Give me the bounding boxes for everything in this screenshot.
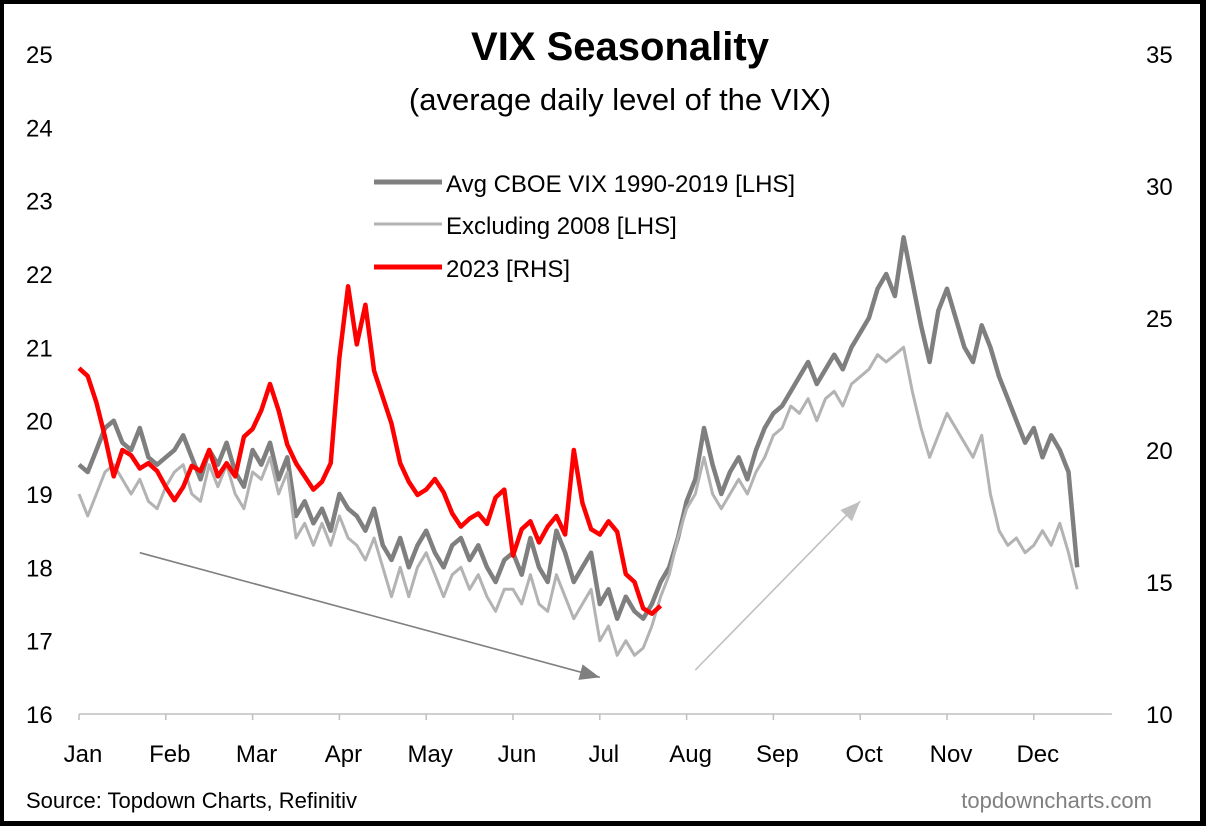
x-tick-label: Feb (149, 741, 190, 768)
y-right-tick-label: 10 (1146, 702, 1173, 729)
series-line-2023 (77, 284, 663, 616)
legend-label-ex2008: Excluding 2008 [LHS] (446, 213, 677, 240)
x-tick-label: Oct (846, 741, 884, 768)
series-line-avg-vix (77, 235, 1080, 621)
axes: Jan Feb Mar Apr May Jun Jul Aug Sep Oct Nov Dec 16 17… (26, 42, 1173, 768)
y-right-tick-label: 15 (1146, 570, 1173, 597)
x-tick-label: Dec (1016, 741, 1059, 768)
source-note: Source: Topdown Charts, Refinitiv (26, 788, 357, 813)
y-right-tick-label: 25 (1146, 306, 1173, 333)
legend-label-avg: Avg CBOE VIX 1990-2019 [LHS] (446, 171, 795, 198)
x-tick-label: May (408, 741, 453, 768)
y-left-tick-label: 24 (26, 115, 53, 142)
x-tick-label: Aug (669, 741, 712, 768)
y-left-tick-label: 16 (26, 702, 53, 729)
series-line-excluding-2008 (77, 345, 1079, 657)
y-right-tick-label: 20 (1146, 438, 1173, 465)
y-left-tick-label: 22 (26, 262, 53, 289)
watermark: topdowncharts.com (961, 788, 1152, 813)
x-tick-label: Nov (930, 741, 973, 768)
legend: Avg CBOE VIX 1990-2019 [LHS] Excluding 2… (374, 171, 795, 283)
x-tick-label: Apr (325, 741, 362, 768)
trend-arrow-2 (694, 500, 861, 671)
y-left-tick-label: 20 (26, 409, 53, 436)
x-tick-label: Jun (498, 741, 537, 768)
y-left-tick-label: 23 (26, 189, 53, 216)
y-left-tick-label: 17 (26, 629, 53, 656)
legend-label-2023: 2023 [RHS] (446, 256, 570, 283)
trend-arrow-1 (139, 551, 601, 680)
y-left-tick-label: 19 (26, 482, 53, 509)
y-right-tick-label: 30 (1146, 174, 1173, 201)
y-left-tick-label: 21 (26, 335, 53, 362)
chart-canvas: VIX Seasonality (average daily level of … (26, 25, 1173, 813)
y-right-tick-label: 35 (1146, 42, 1173, 69)
plot-series (77, 235, 1080, 657)
x-tick-label: Jul (588, 741, 619, 768)
chart-subtitle: (average daily level of the VIX) (409, 82, 831, 117)
x-tick-label: Sep (756, 741, 799, 768)
x-tick-label: Mar (236, 741, 277, 768)
y-left-tick-label: 18 (26, 555, 53, 582)
chart-frame: VIX Seasonality (average daily level of … (4, 4, 1200, 821)
plot-annotations (139, 500, 861, 680)
x-tick-label: Jan (64, 741, 103, 768)
y-left-tick-label: 25 (26, 42, 53, 69)
chart-title: VIX Seasonality (471, 25, 770, 69)
